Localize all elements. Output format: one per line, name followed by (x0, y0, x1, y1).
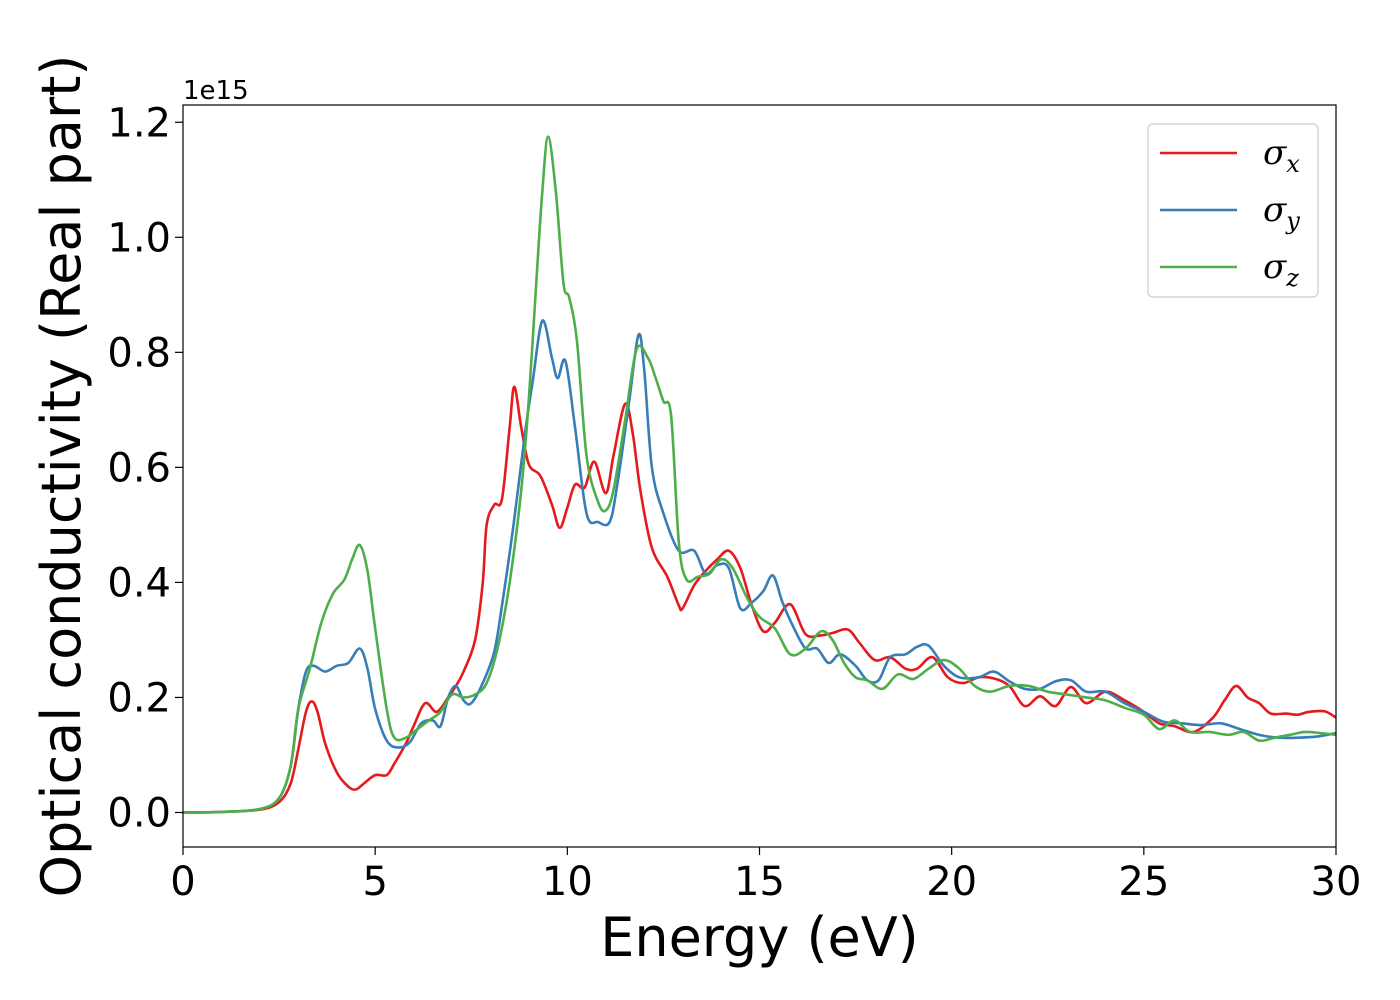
y-axis-ticks: 0.0 0.2 0.4 0.6 0.8 1.0 1.2 (107, 100, 183, 836)
y-offset-label: 1e15 (183, 76, 249, 106)
series-line-x (182, 385, 1337, 814)
series-line-z (182, 135, 1337, 814)
legend: σx σy σz (1147, 123, 1319, 298)
y-tick-label: 0.0 (107, 790, 171, 836)
x-tick-label: 0 (170, 859, 195, 905)
y-tick-label: 1.2 (107, 100, 171, 146)
plot-series (182, 135, 1337, 814)
y-tick-label: 0.6 (107, 445, 171, 491)
series-line-y (182, 319, 1337, 814)
x-tick-label: 30 (1311, 859, 1362, 905)
y-tick-label: 0.2 (107, 675, 171, 721)
x-tick-label: 10 (542, 859, 593, 905)
x-tick-label: 5 (362, 859, 387, 905)
y-axis-title: Optical conductivity (Real part) (30, 55, 93, 898)
x-tick-label: 20 (926, 859, 977, 905)
y-tick-label: 0.4 (107, 560, 171, 606)
y-tick-label: 0.8 (107, 330, 171, 376)
x-axis-title: Energy (eV) (600, 906, 919, 969)
legend-label-y: σy (1263, 190, 1300, 235)
x-axis-ticks: 0 5 10 15 20 25 30 (170, 847, 1361, 905)
x-tick-label: 15 (734, 859, 785, 905)
x-tick-label: 25 (1118, 859, 1169, 905)
legend-label-z: σz (1263, 247, 1299, 292)
plot-frame (182, 104, 1337, 848)
legend-label-x: σx (1263, 133, 1300, 178)
y-tick-label: 1.0 (107, 215, 171, 261)
